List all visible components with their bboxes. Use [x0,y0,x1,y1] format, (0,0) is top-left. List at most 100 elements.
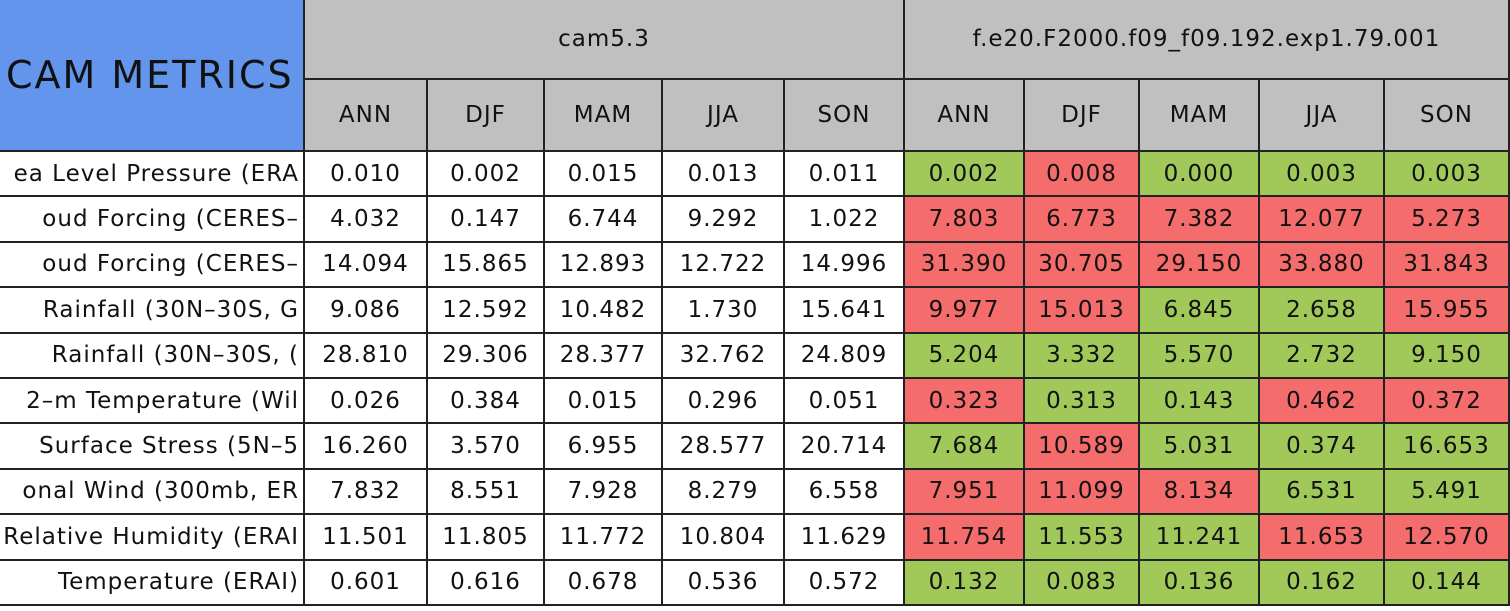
value-cell: 5.570 [1140,333,1260,379]
value-cell: 15.641 [785,288,905,334]
value-cell: 12.893 [545,242,663,289]
group-header: cam5.3 [305,0,905,80]
row-label: onal Wind (300mb, ER [0,469,305,516]
value-cell: 0.462 [1260,379,1385,425]
value-cell: 11.553 [1025,515,1140,561]
value-cell: 12.570 [1385,515,1510,561]
value-cell: 0.011 [785,152,905,198]
value-cell: 2.732 [1260,333,1385,379]
value-cell: 31.843 [1385,242,1510,289]
value-cell: 5.273 [1385,197,1510,243]
row-label: Rainfall (30N–30S, G [0,288,305,334]
value-cell: 12.722 [663,242,785,289]
value-cell: 0.083 [1025,560,1140,606]
value-cell: 6.773 [1025,197,1140,243]
value-cell: 12.592 [428,288,545,334]
value-cell: 7.928 [545,469,663,516]
value-cell: 0.323 [905,379,1025,425]
value-cell: 0.601 [305,560,428,606]
value-cell: 0.026 [305,379,428,425]
column-header: SON [785,80,905,152]
value-cell: 6.558 [785,469,905,516]
value-cell: 0.384 [428,379,545,425]
value-cell: 0.051 [785,379,905,425]
value-cell: 32.762 [663,333,785,379]
value-cell: 0.536 [663,560,785,606]
value-cell: 0.616 [428,560,545,606]
value-cell: 0.010 [305,152,428,198]
value-cell: 16.653 [1385,424,1510,470]
value-cell: 11.754 [905,515,1025,561]
value-cell: 1.022 [785,197,905,243]
value-cell: 24.809 [785,333,905,379]
value-cell: 7.951 [905,469,1025,516]
column-header: JJA [663,80,785,152]
value-cell: 11.653 [1260,515,1385,561]
value-cell: 15.865 [428,242,545,289]
value-cell: 0.013 [663,152,785,198]
row-label: oud Forcing (CERES– [0,197,305,243]
value-cell: 28.810 [305,333,428,379]
value-cell: 11.805 [428,515,545,561]
column-header: ANN [905,80,1025,152]
value-cell: 5.204 [905,333,1025,379]
value-cell: 0.313 [1025,379,1140,425]
column-header: MAM [545,80,663,152]
value-cell: 20.714 [785,424,905,470]
value-cell: 10.482 [545,288,663,334]
value-cell: 11.772 [545,515,663,561]
value-cell: 4.032 [305,197,428,243]
value-cell: 14.996 [785,242,905,289]
value-cell: 5.031 [1140,424,1260,470]
value-cell: 30.705 [1025,242,1140,289]
value-cell: 8.551 [428,469,545,516]
value-cell: 0.374 [1260,424,1385,470]
column-header: JJA [1260,80,1385,152]
value-cell: 0.003 [1385,152,1510,198]
value-cell: 16.260 [305,424,428,470]
value-cell: 7.803 [905,197,1025,243]
value-cell: 9.977 [905,288,1025,334]
value-cell: 0.002 [428,152,545,198]
column-header: DJF [1025,80,1140,152]
value-cell: 10.804 [663,515,785,561]
value-cell: 7.382 [1140,197,1260,243]
value-cell: 0.143 [1140,379,1260,425]
value-cell: 6.845 [1140,288,1260,334]
row-label: Relative Humidity (ERAI [0,515,305,561]
value-cell: 12.077 [1260,197,1385,243]
value-cell: 0.144 [1385,560,1510,606]
value-cell: 3.332 [1025,333,1140,379]
row-label: ea Level Pressure (ERA [0,152,305,198]
value-cell: 10.589 [1025,424,1140,470]
value-cell: 29.306 [428,333,545,379]
value-cell: 0.132 [905,560,1025,606]
value-cell: 0.003 [1260,152,1385,198]
value-cell: 0.296 [663,379,785,425]
value-cell: 0.572 [785,560,905,606]
row-label: Rainfall (30N–30S, ( [0,333,305,379]
row-label: 2–m Temperature (Wil [0,379,305,425]
value-cell: 7.684 [905,424,1025,470]
value-cell: 8.279 [663,469,785,516]
group-header: f.e20.F2000.f09_f09.192.exp1.79.001 [905,0,1510,80]
value-cell: 11.501 [305,515,428,561]
value-cell: 33.880 [1260,242,1385,289]
table-title: CAM METRICS [0,0,305,152]
value-cell: 11.241 [1140,515,1260,561]
value-cell: 0.015 [545,379,663,425]
value-cell: 0.000 [1140,152,1260,198]
value-cell: 28.377 [545,333,663,379]
value-cell: 0.678 [545,560,663,606]
value-cell: 0.372 [1385,379,1510,425]
row-label: oud Forcing (CERES– [0,242,305,289]
value-cell: 0.136 [1140,560,1260,606]
value-cell: 14.094 [305,242,428,289]
value-cell: 15.013 [1025,288,1140,334]
value-cell: 0.015 [545,152,663,198]
value-cell: 0.002 [905,152,1025,198]
value-cell: 8.134 [1140,469,1260,516]
value-cell: 11.099 [1025,469,1140,516]
value-cell: 0.162 [1260,560,1385,606]
